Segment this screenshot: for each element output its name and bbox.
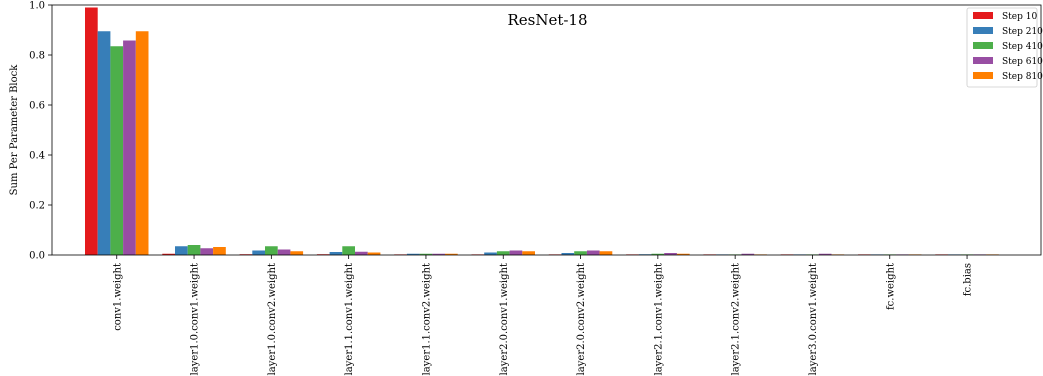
bar-layer1-1-conv2-weight-step-610 xyxy=(432,253,445,255)
y-axis: 0.0 0.2 0.4 0.6 0.8 1.0 xyxy=(29,1,52,262)
x-tick-label: fc.bias xyxy=(963,263,974,296)
bar-layer1-1-conv1-weight-step-210 xyxy=(329,252,343,255)
bar-layer2-0-conv2-weight-step-210 xyxy=(561,253,575,255)
bar-layer1-0-conv1-weight-step-210 xyxy=(175,246,188,255)
y-tick-label: 1.0 xyxy=(29,1,45,12)
x-tick-label: layer2.0.conv2.weight xyxy=(576,263,587,375)
bar-conv1-weight-step-210 xyxy=(97,31,111,255)
bar-layer1-0-conv2-weight-step-810 xyxy=(290,251,304,255)
bar-layer1-0-conv1-weight-step-10 xyxy=(162,253,175,255)
bar-layer1-1-conv2-weight-step-410 xyxy=(419,253,433,255)
bar-layer2-0-conv1-weight-step-810 xyxy=(522,251,535,255)
x-tick-label: layer3.0.conv1.weight xyxy=(808,263,819,375)
legend-label: Step 10 xyxy=(1002,12,1037,22)
bar-layer1-1-conv1-weight-step-410 xyxy=(342,246,355,255)
bar-layer1-1-conv2-weight-step-810 xyxy=(445,253,458,255)
x-tick-label: layer1.1.conv1.weight xyxy=(344,263,355,375)
bar-layer2-0-conv1-weight-step-610 xyxy=(509,250,523,255)
x-tick-label: layer1.0.conv1.weight xyxy=(190,263,201,375)
plot-frame xyxy=(51,4,1042,256)
bar-conv1-weight-step-410 xyxy=(110,46,124,255)
legend-label: Step 210 xyxy=(1002,27,1043,37)
bars-group xyxy=(85,7,999,255)
bar-layer3-0-conv1-weight-step-610 xyxy=(818,253,832,255)
bar-layer1-1-conv1-weight-step-610 xyxy=(355,251,368,255)
bar-conv1-weight-step-10 xyxy=(85,7,98,255)
bar-layer2-1-conv1-weight-step-810 xyxy=(676,253,690,255)
bar-layer2-1-conv2-weight-step-610 xyxy=(741,253,755,255)
bar-layer1-1-conv2-weight-step-210 xyxy=(406,253,420,255)
chart-title: ResNet-18 xyxy=(507,11,587,29)
legend-swatch xyxy=(973,12,993,19)
bar-layer2-1-conv1-weight-step-610 xyxy=(664,253,677,255)
legend-swatch xyxy=(973,72,993,79)
legend-label: Step 810 xyxy=(1002,72,1043,82)
x-tick-label: layer2.0.conv1.weight xyxy=(499,263,510,375)
x-tick-label: layer1.1.conv2.weight xyxy=(421,263,432,375)
y-tick-label: 0.4 xyxy=(29,151,45,162)
legend-swatch xyxy=(973,57,993,64)
bar-conv1-weight-step-610 xyxy=(123,40,136,255)
y-axis-label: Sum Per Parameter Block xyxy=(9,64,20,196)
legend: Step 10 Step 210 Step 410 Step 610 Step 810 xyxy=(966,7,1043,88)
legend-swatch xyxy=(973,42,993,49)
bar-layer1-0-conv1-weight-step-610 xyxy=(200,248,214,255)
bar-layer1-0-conv1-weight-step-810 xyxy=(213,247,226,255)
legend-label: Step 410 xyxy=(1002,42,1043,52)
bar-layer1-0-conv2-weight-step-210 xyxy=(252,250,265,255)
bar-layer2-0-conv2-weight-step-410 xyxy=(574,251,587,255)
bar-layer2-1-conv1-weight-step-410 xyxy=(651,253,665,255)
y-tick-label: 0.0 xyxy=(29,251,45,262)
bar-layer2-0-conv2-weight-step-610 xyxy=(586,250,600,255)
x-tick-label: layer1.0.conv2.weight xyxy=(267,263,278,375)
y-tick-label: 0.6 xyxy=(29,101,45,112)
bar-layer2-0-conv1-weight-step-210 xyxy=(484,252,497,255)
x-axis: conv1.weight layer1.0.conv1.weight layer1.… xyxy=(112,255,974,375)
legend-swatch xyxy=(973,27,993,34)
legend-label: Step 610 xyxy=(1002,57,1043,67)
y-tick-label: 0.8 xyxy=(29,51,45,62)
x-tick-label: layer2.1.conv2.weight xyxy=(731,263,742,375)
y-tick-label: 0.2 xyxy=(29,201,45,212)
x-tick-label: fc.weight xyxy=(885,263,896,310)
bar-layer1-1-conv1-weight-step-810 xyxy=(367,252,381,255)
x-tick-label: conv1.weight xyxy=(112,263,123,331)
bar-layer1-0-conv1-weight-step-410 xyxy=(187,245,201,255)
bar-layer2-0-conv1-weight-step-410 xyxy=(496,251,510,255)
bar-conv1-weight-step-810 xyxy=(135,31,149,255)
bar-layer1-0-conv2-weight-step-410 xyxy=(265,246,278,255)
bar-layer1-0-conv2-weight-step-610 xyxy=(277,249,291,255)
x-tick-label: layer2.1.conv1.weight xyxy=(653,263,664,375)
bar-layer2-0-conv2-weight-step-810 xyxy=(599,251,613,255)
